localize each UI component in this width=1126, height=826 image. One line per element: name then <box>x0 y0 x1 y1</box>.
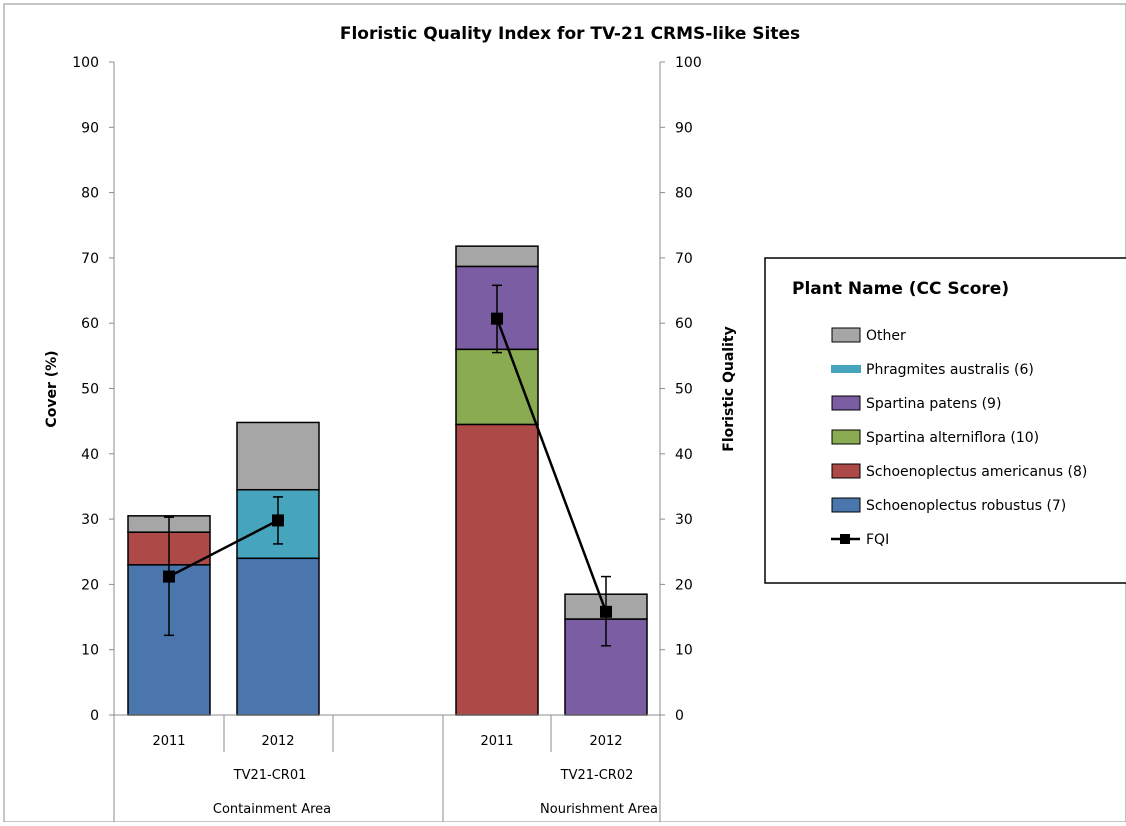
y-tick-label: 100 <box>72 55 99 71</box>
legend-label: Phragmites australis (6) <box>866 362 1034 378</box>
y-tick-label: 80 <box>81 186 99 202</box>
y2-tick-label: 10 <box>675 643 693 659</box>
axes-layer: 0 0 10 10 20 20 30 30 40 40 50 50 60 60 70 70 80 80 90 90 10… <box>72 55 702 822</box>
y-tick-label: 60 <box>81 316 99 332</box>
y-tick-label: 50 <box>81 382 99 398</box>
y2-tick-label: 40 <box>675 447 693 463</box>
legend-swatch <box>831 429 861 445</box>
y2-tick-label: 50 <box>675 382 693 398</box>
y2-tick-label: 80 <box>675 186 693 202</box>
y2-tick-label: 90 <box>675 120 693 136</box>
bar-segment <box>236 557 320 716</box>
y-tick-label: 40 <box>81 447 99 463</box>
legend-box <box>764 257 1126 584</box>
y-tick-label: 70 <box>81 251 99 267</box>
legend-label: Schoenoplectus robustus (7) <box>866 498 1066 514</box>
legend-swatch <box>831 463 861 479</box>
y-tick-label: 20 <box>81 577 99 593</box>
fqi-marker <box>491 312 503 325</box>
legend-label: Spartina patens (9) <box>866 396 1001 412</box>
fqi-marker <box>163 570 175 583</box>
y-axis-label: Cover (%) <box>44 350 60 427</box>
bar-segment <box>455 245 539 268</box>
x-tick-label: 2011 <box>152 734 185 749</box>
bar-segment <box>455 348 539 426</box>
legend-swatch <box>831 497 861 513</box>
bar-segment <box>236 421 320 491</box>
y2-tick-label: 60 <box>675 316 693 332</box>
x-tick-label: 2012 <box>589 734 622 749</box>
x-tick-label: 2011 <box>480 734 513 749</box>
legend-label: Other <box>866 328 906 344</box>
y-tick-label: 90 <box>81 120 99 136</box>
fqi-layer <box>163 284 612 647</box>
legend: Plant Name (CC Score) Other Phragmites aus… <box>764 257 1126 584</box>
chart-title: Floristic Quality Index for TV-21 CRMS-l… <box>340 24 800 44</box>
y2-tick-label: 70 <box>675 251 693 267</box>
fqi-marker <box>272 514 284 527</box>
legend-swatch-marker <box>840 534 850 544</box>
y-tick-label: 0 <box>90 708 99 724</box>
legend-title: Plant Name (CC Score) <box>792 279 1009 299</box>
legend-swatch <box>831 395 861 411</box>
y2-tick-label: 30 <box>675 512 693 528</box>
area-label: Containment Area <box>213 802 331 817</box>
y2-axis-label: Floristic Quality <box>721 326 737 451</box>
fqi-line <box>168 519 279 578</box>
y-tick-label: 10 <box>81 643 99 659</box>
area-label: Nourishment Area <box>540 802 658 817</box>
legend-swatch <box>831 327 861 343</box>
bar-segment <box>455 423 539 716</box>
site-label: TV21-CR02 <box>560 768 634 783</box>
legend-label: Schoenoplectus americanus (8) <box>866 464 1087 480</box>
legend-label: FQI <box>866 532 889 548</box>
legend-label: Spartina alterniflora (10) <box>866 430 1039 446</box>
fqi-line <box>495 318 608 613</box>
y-tick-label: 30 <box>81 512 99 528</box>
y2-tick-label: 20 <box>675 577 693 593</box>
legend-swatch <box>831 365 861 373</box>
site-label: TV21-CR01 <box>233 768 307 783</box>
y2-tick-label: 100 <box>675 55 702 71</box>
y2-tick-label: 0 <box>675 708 684 724</box>
fqi-marker <box>600 605 612 618</box>
x-tick-label: 2012 <box>261 734 294 749</box>
